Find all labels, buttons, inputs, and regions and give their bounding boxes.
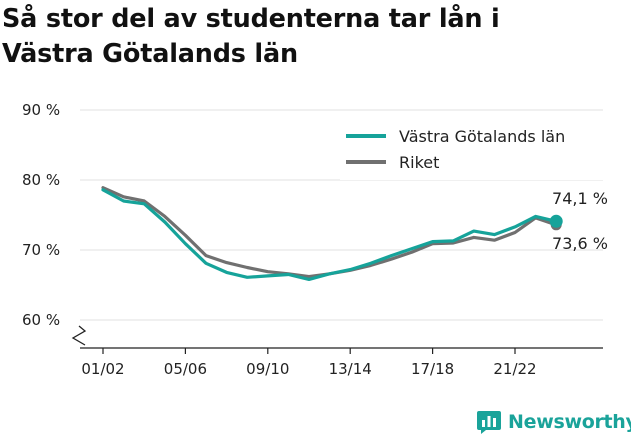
x-tick-label: 09/10	[246, 360, 289, 378]
x-tick-label: 21/22	[493, 360, 536, 378]
y-tick-label: 80 %	[22, 171, 60, 189]
x-tick-label: 01/02	[81, 360, 124, 378]
y-tick-label: 90 %	[22, 101, 60, 119]
end-label-riket: 73,6 %	[552, 234, 608, 253]
end-value-labels: 74,1 % 73,6 %	[552, 189, 608, 253]
title-line-2: Västra Götalands län	[2, 39, 298, 69]
legend-background	[340, 118, 603, 180]
chart-title: Så stor del av studenterna tar lån i Väs…	[2, 2, 627, 72]
series-line-vastra-gotaland	[101, 188, 558, 281]
legend-label-riket: Riket	[399, 153, 439, 172]
title-line-1: Så stor del av studenterna tar lån i	[2, 4, 500, 34]
y-tick-label: 70 %	[22, 241, 60, 259]
x-axis: 01/02 05/06 09/10 13/14 17/18 21/22	[80, 347, 603, 378]
y-tick-label: 60 %	[22, 311, 60, 329]
x-tick-label: 13/14	[329, 360, 372, 378]
x-tick-label: 05/06	[164, 360, 207, 378]
brand-name: Newsworthy	[508, 411, 631, 433]
newsworthy-logo-icon	[477, 411, 501, 434]
x-tick-label: 17/18	[411, 360, 454, 378]
series-lines	[101, 186, 563, 281]
axis-break-icon	[71, 325, 87, 346]
legend-label-vastra-gotaland: Västra Götalands län	[399, 127, 565, 146]
y-axis: 60 % 70 % 80 % 90 %	[22, 101, 87, 346]
legend: Västra Götalands län Riket	[340, 118, 603, 180]
end-label-vastra-gotaland: 74,1 %	[552, 189, 608, 208]
brand-logo: Newsworthy	[476, 406, 631, 438]
end-point-vastra-gotaland	[549, 214, 563, 228]
